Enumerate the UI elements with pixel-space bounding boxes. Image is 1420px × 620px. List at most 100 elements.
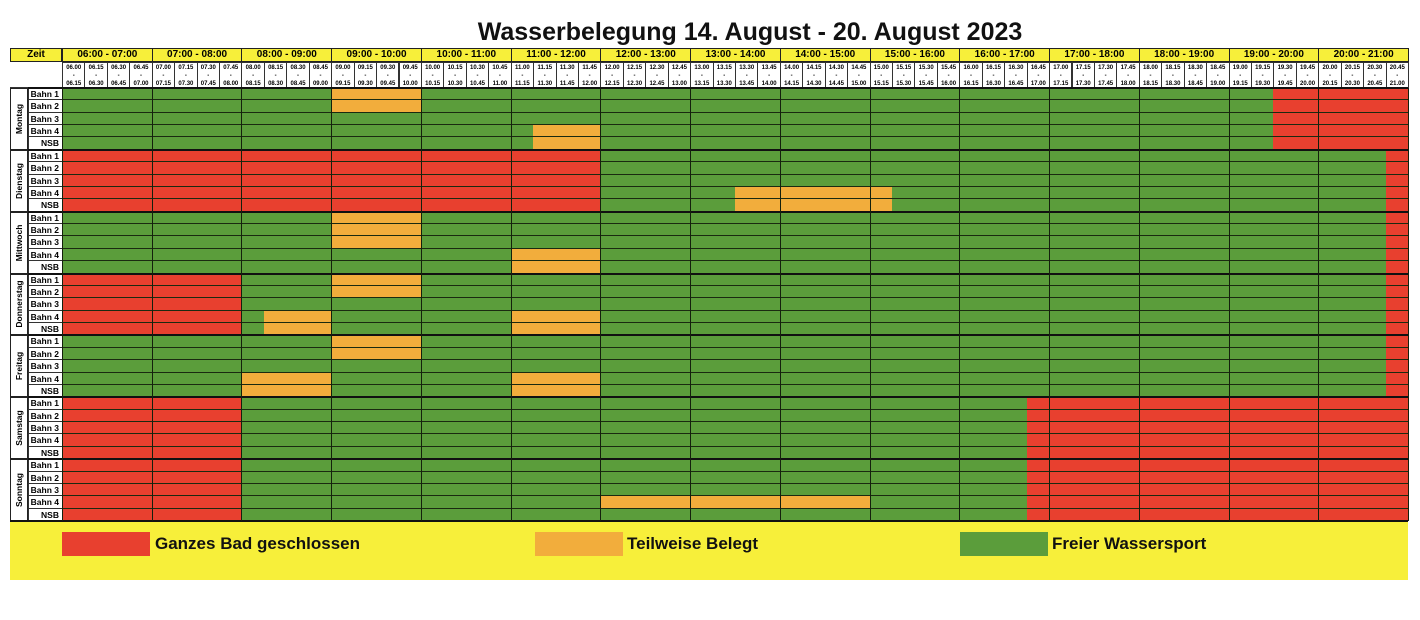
slot-end: 20.15 <box>1322 81 1338 87</box>
lane-label: Bahn 4 <box>28 248 62 262</box>
slot-header: 08.15 - 08.30 <box>263 62 288 88</box>
slot-start: 12.15 <box>627 65 643 71</box>
slot-header: 14.45 - 15.00 <box>847 62 871 88</box>
slot-header: 09.45 - 10.00 <box>398 62 422 88</box>
slot-header: 07.00 - 07.15 <box>151 62 176 88</box>
hour-gridline <box>1049 88 1051 521</box>
slot-separator: - <box>252 73 255 79</box>
slot-header: 20.15 - 20.30 <box>1340 62 1365 88</box>
lane-label: Bahn 1 <box>28 273 62 286</box>
slot-separator: - <box>72 73 75 79</box>
slot-end: 09.45 <box>380 81 396 87</box>
partial-segment <box>331 285 421 299</box>
slot-end: 08.30 <box>268 81 284 87</box>
slot-header: 10.00 - 10.15 <box>420 62 445 88</box>
hour-header: 20:00 - 21:00 <box>1318 48 1409 62</box>
free-segment <box>600 248 1386 262</box>
slot-end: 10.45 <box>470 81 486 87</box>
slot-start: 11.30 <box>559 65 575 71</box>
slot-start: 08.00 <box>245 65 261 71</box>
slot-end: 16.30 <box>985 81 1001 87</box>
slot-start: 11.00 <box>515 65 530 71</box>
slot-header: 14.00 - 14.15 <box>779 62 804 88</box>
slot-start: 14.45 <box>851 65 867 71</box>
partial-segment <box>533 125 601 138</box>
closed-segment <box>1385 360 1408 373</box>
slot-end: 12.30 <box>627 81 643 87</box>
slot-end: 15.45 <box>918 81 934 87</box>
slot-separator: - <box>1351 73 1354 79</box>
free-segment <box>869 496 1027 509</box>
slot-end: 17.00 <box>1030 81 1046 87</box>
closed-segment <box>1273 125 1408 138</box>
slot-separator: - <box>1261 73 1264 79</box>
partial-segment <box>331 100 421 113</box>
hour-gridline <box>1228 88 1230 521</box>
slot-separator: - <box>409 73 412 79</box>
slot-header: 15.30 - 15.45 <box>914 62 938 88</box>
slot-start: 15.15 <box>896 65 912 71</box>
slot-header: 13.45 - 14.00 <box>757 62 781 88</box>
hour-header: 13:00 - 14:00 <box>690 48 781 62</box>
slot-separator: - <box>1014 73 1017 79</box>
slot-header: 12.30 - 12.45 <box>645 62 669 88</box>
slot-start: 14.30 <box>828 65 844 71</box>
lane-label: Bahn 1 <box>28 397 62 410</box>
slot-header: 17.15 - 17.30 <box>1071 62 1095 88</box>
slot-start: 17.30 <box>1098 65 1114 71</box>
closed-segment <box>1385 186 1408 200</box>
slot-separator: - <box>1082 73 1085 79</box>
slot-header: 18.15 - 18.30 <box>1161 62 1185 88</box>
partial-segment <box>331 88 421 101</box>
partial-segment <box>331 347 421 361</box>
slot-separator: - <box>880 73 883 79</box>
hour-gridline <box>959 88 961 521</box>
slot-separator: - <box>768 73 771 79</box>
slot-end: 12.15 <box>604 81 620 87</box>
hour-gridline <box>241 88 243 521</box>
closed-segment <box>1273 100 1408 113</box>
slot-separator: - <box>454 73 457 79</box>
slot-end: 08.45 <box>290 81 306 87</box>
slot-header: 13.15 - 13.30 <box>712 62 736 88</box>
day-divider <box>28 458 1408 461</box>
slot-start: 10.30 <box>470 65 486 71</box>
slot-start: 06.15 <box>88 65 104 71</box>
slot-end: 19.00 <box>1210 81 1226 87</box>
slot-separator: - <box>364 73 367 79</box>
legend: Ganzes Bad geschlossen Teilweise Belegt … <box>10 522 1408 580</box>
slot-header: 08.45 - 09.00 <box>308 62 333 88</box>
closed-segment <box>1026 459 1408 472</box>
free-segment <box>62 335 332 348</box>
slot-start: 20.15 <box>1344 65 1360 71</box>
closed-segment <box>1026 409 1408 423</box>
slot-end: 13.00 <box>671 81 687 87</box>
slot-end: 17.15 <box>1053 81 1069 87</box>
free-segment <box>62 112 1274 126</box>
slot-start: 18.00 <box>1143 65 1159 71</box>
slot-start: 15.45 <box>941 65 957 71</box>
free-segment <box>420 211 1386 225</box>
slot-separator: - <box>1239 73 1242 79</box>
slot-start: 08.45 <box>312 65 328 71</box>
free-segment <box>420 347 1386 361</box>
slot-separator: - <box>162 73 165 79</box>
slot-end: 08.15 <box>245 81 261 87</box>
hour-gridline <box>510 88 512 521</box>
slot-start: 17.45 <box>1120 65 1136 71</box>
slot-header: 13.30 - 13.45 <box>735 62 759 88</box>
slot-end: 14.45 <box>828 81 844 87</box>
lane-label: Bahn 3 <box>28 174 62 187</box>
slot-header: 09.00 - 09.15 <box>331 62 355 88</box>
slot-start: 06.30 <box>111 65 127 71</box>
free-segment <box>62 100 332 113</box>
slot-end: 12.45 <box>649 81 665 87</box>
hour-header: 18:00 - 19:00 <box>1138 48 1230 62</box>
day-divider <box>10 520 1408 522</box>
slot-header: 11.00 - 11.15 <box>510 62 535 88</box>
slot-start: 19.15 <box>1255 65 1271 71</box>
partial-segment <box>331 273 421 286</box>
slot-header: 07.30 - 07.45 <box>196 62 221 88</box>
slot-end: 16.45 <box>1008 81 1024 87</box>
slot-header: 12.00 - 12.15 <box>600 62 624 88</box>
